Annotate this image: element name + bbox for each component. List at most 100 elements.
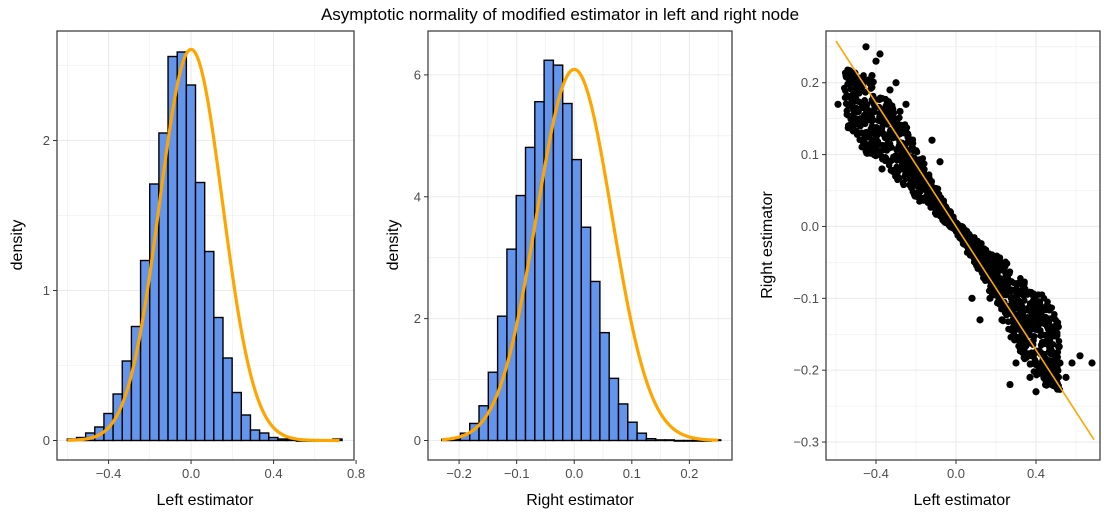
scatter-point <box>1021 278 1028 286</box>
panel-border <box>56 30 355 461</box>
scatter-point <box>979 249 986 257</box>
histogram-bar <box>534 100 545 442</box>
scatter-point <box>1068 359 1076 367</box>
histogram-bar <box>589 280 601 442</box>
scatter-point <box>1056 359 1064 367</box>
y-tick-label: 0 <box>414 433 421 448</box>
scatter-point <box>1003 311 1010 319</box>
x-tick-label: 0.4 <box>265 466 283 481</box>
histogram-bar <box>258 432 270 442</box>
y-axis-label: density <box>385 220 402 271</box>
scatter-point <box>834 100 842 108</box>
y-tick-label: 0.1 <box>801 147 819 162</box>
scatter-point <box>1046 305 1053 313</box>
histogram-bar <box>543 59 555 442</box>
y-tick-label: 6 <box>414 67 421 82</box>
scatter-point <box>996 266 1004 273</box>
scatter-point <box>889 105 897 113</box>
scatter-point <box>1032 388 1040 396</box>
scatter-point <box>845 94 853 101</box>
scatter-point <box>885 157 893 165</box>
scatter-point <box>976 316 984 324</box>
density-curve <box>67 47 340 443</box>
scatter-point <box>854 84 862 92</box>
panel-border <box>825 30 1101 461</box>
scatter-point <box>868 71 876 80</box>
y-axis-label: Right estimator <box>759 191 776 299</box>
scatter-point <box>1038 291 1046 298</box>
histogram-bar <box>636 432 648 442</box>
histogram-bar <box>571 158 582 442</box>
scatter-point <box>1024 314 1031 321</box>
histogram-bar <box>222 357 233 442</box>
scatter-point <box>902 100 910 108</box>
scatter-point <box>888 144 895 151</box>
scatter-point <box>1011 279 1018 287</box>
scatter-point <box>1006 270 1013 277</box>
scatter-point <box>1045 374 1053 381</box>
scatter-point <box>872 57 880 65</box>
x-tick-label: −0.4 <box>863 466 889 481</box>
scatter-point <box>1051 311 1058 318</box>
scatter-point <box>892 79 900 87</box>
x-tick-label: 0.1 <box>623 466 641 481</box>
x-tick-labels: −0.2 −0.1 0.0 0.1 0.2 <box>446 460 698 481</box>
scatter-point <box>861 120 869 128</box>
x-axis-label: Left estimator <box>914 492 1012 509</box>
scatter-point <box>898 158 906 166</box>
scatter-point <box>880 131 887 138</box>
scatter-point <box>902 125 910 133</box>
scatter-point <box>1020 289 1027 297</box>
scatter-point <box>850 106 857 114</box>
y-tick-label: 4 <box>414 189 421 204</box>
y-tick-label: 1 <box>43 283 50 298</box>
x-tick-labels: −0.4 0.0 0.4 0.8 <box>96 460 365 481</box>
figure-title: Asymptotic normality of modified estimat… <box>321 5 799 24</box>
scatter-point <box>949 220 957 228</box>
scatter-point <box>850 93 857 101</box>
scatter-point <box>879 155 886 163</box>
scatter-point <box>1054 367 1062 374</box>
scatter-point <box>973 262 980 269</box>
panel-left-histogram: −0.4 0.0 0.4 0.8 0 1 2 Left estimator density <box>9 30 365 509</box>
x-tick-label: 0.4 <box>1027 466 1045 481</box>
scatter-point <box>987 282 994 290</box>
histogram-bar <box>249 429 261 442</box>
scatter-point <box>1062 373 1070 381</box>
scatter-point <box>936 208 943 216</box>
scatter-point <box>876 50 884 58</box>
histogram-bar <box>231 391 243 442</box>
scatter-point <box>1021 355 1028 363</box>
scatter-point <box>863 76 871 84</box>
scatter-point <box>1026 360 1034 368</box>
histogram-bar <box>240 414 252 442</box>
scatter-point <box>986 259 993 267</box>
scatter-point <box>865 132 873 140</box>
scatter-cloud <box>840 66 1064 393</box>
scatter-point <box>878 165 886 173</box>
histogram-bar <box>617 403 629 442</box>
scatter-point <box>936 158 944 166</box>
scatter-point <box>882 107 890 116</box>
scatter-point <box>998 316 1006 324</box>
histogram-bar <box>673 439 685 442</box>
scatter-point <box>1005 325 1012 333</box>
scatter-point <box>905 163 913 171</box>
y-tick-label: −0.3 <box>793 435 819 450</box>
scatter-point <box>897 121 905 129</box>
histogram-bar <box>524 146 536 442</box>
scatter-point <box>1054 373 1062 381</box>
scatter-point <box>1011 336 1018 344</box>
scatter-point <box>1053 332 1061 339</box>
x-tick-label: 0.0 <box>182 466 200 481</box>
scatter-point <box>913 193 921 200</box>
scatter-point <box>848 124 856 131</box>
scatter-point <box>1026 373 1034 381</box>
scatter-point <box>873 124 880 131</box>
density-curve <box>441 67 719 442</box>
histogram-bar <box>194 181 206 442</box>
histogram-bar <box>654 439 666 442</box>
scatter-point <box>1088 359 1096 367</box>
scatter-point <box>886 86 894 94</box>
